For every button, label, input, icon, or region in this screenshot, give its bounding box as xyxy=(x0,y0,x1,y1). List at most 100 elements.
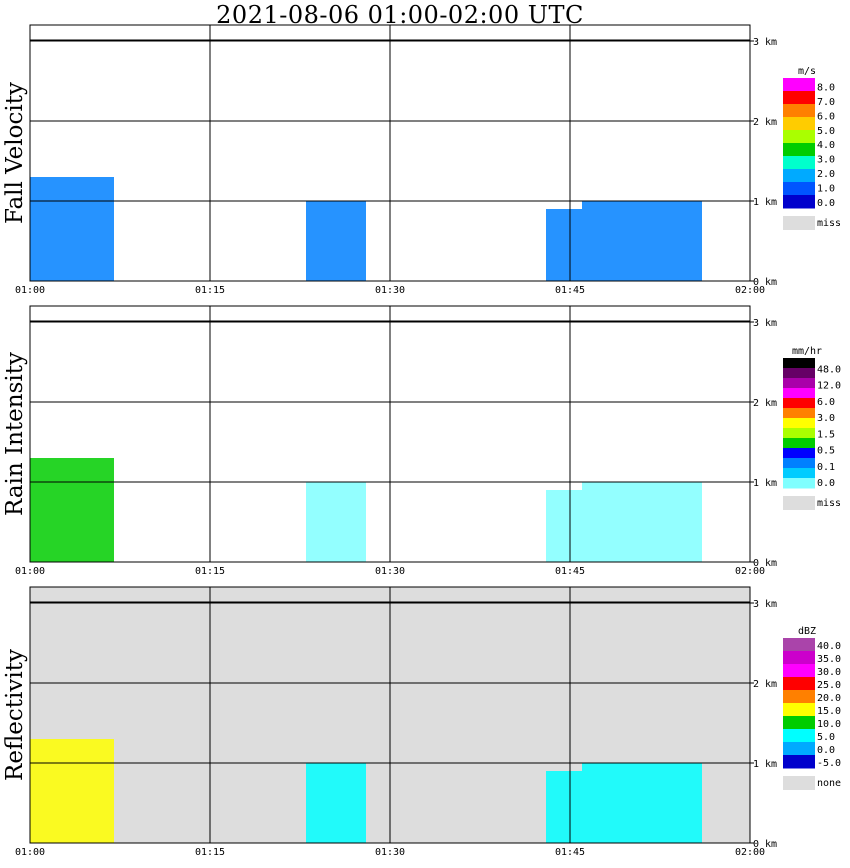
colorbar-label: 12.0 xyxy=(817,381,841,392)
x-tick-label: 01:30 xyxy=(375,847,405,858)
colorbar-label: 3.0 xyxy=(817,155,835,166)
colorbar-swatch xyxy=(783,182,815,196)
colorbar-missing-label: none xyxy=(817,778,841,789)
y-tick-label: 1 km xyxy=(753,478,777,489)
colorbar-swatch xyxy=(783,664,815,678)
colorbar-swatch xyxy=(783,703,815,717)
colorbar-missing-swatch xyxy=(783,776,815,790)
y-axis-label: Fall Velocity xyxy=(2,82,28,224)
colorbar-swatch xyxy=(783,478,815,489)
colorbar-label: 1.0 xyxy=(817,184,835,195)
panel-2: 0 km 1 km 2 km 3 km 01:00 01:15 01:30 01:45 02:0… xyxy=(2,305,841,577)
y-tick-label: 2 km xyxy=(753,398,777,409)
y-tick-label: 0 km xyxy=(753,839,777,850)
colorbar-swatch xyxy=(783,468,815,479)
colorbar-swatch xyxy=(783,729,815,743)
y-tick-label: 3 km xyxy=(753,318,777,329)
colorbar-label: 10.0 xyxy=(817,719,841,730)
plot-frame xyxy=(29,305,751,563)
colorbar-label: 7.0 xyxy=(817,97,835,108)
y-tick-label: 1 km xyxy=(753,759,777,770)
colorbar-swatch xyxy=(783,398,815,409)
echo-region-4 xyxy=(582,482,702,562)
x-tick-label: 01:00 xyxy=(15,285,45,296)
colorbar-missing-label: miss xyxy=(817,218,841,229)
echo-region-2 xyxy=(306,201,366,281)
colorbar-swatch xyxy=(783,388,815,399)
colorbar-swatch xyxy=(783,677,815,691)
colorbar-swatch xyxy=(783,408,815,419)
echo-region-3 xyxy=(546,209,582,281)
colorbar-swatch xyxy=(783,195,815,209)
y-tick-label: 3 km xyxy=(753,37,777,48)
panel-3: 0 km 1 km 2 km 3 km 01:00 01:15 01:30 01:45 02:0… xyxy=(2,586,841,858)
x-tick-label: 01:15 xyxy=(195,566,225,577)
colorbar-swatch xyxy=(783,716,815,730)
x-tick-label: 01:45 xyxy=(555,847,585,858)
echo-region-2 xyxy=(306,482,366,562)
colorbar-swatch xyxy=(783,418,815,429)
colorbar-label: 3.0 xyxy=(817,413,835,424)
x-tick-label: 02:00 xyxy=(735,847,765,858)
colorbar-label: 6.0 xyxy=(817,111,835,122)
y-tick-label: 2 km xyxy=(753,679,777,690)
colorbar-swatch xyxy=(783,368,815,379)
colorbar-missing-swatch xyxy=(783,216,815,230)
echo-region-4 xyxy=(582,763,702,843)
colorbar-label: 5.0 xyxy=(817,732,835,743)
colorbar-label: 35.0 xyxy=(817,654,841,665)
echo-region-4 xyxy=(582,201,702,281)
y-axis-label: Rain Intensity xyxy=(2,352,28,516)
colorbar-label: 0.1 xyxy=(817,462,835,473)
colorbar-swatch xyxy=(783,130,815,144)
colorbar-label: 8.0 xyxy=(817,82,835,93)
y-tick-label: 3 km xyxy=(753,599,777,610)
colorbar-unit: mm/hr xyxy=(792,346,822,357)
colorbar-label: 1.5 xyxy=(817,429,835,440)
colorbar-swatch xyxy=(783,690,815,704)
echo-region-1 xyxy=(30,739,114,843)
echo-region-1 xyxy=(30,458,114,562)
echo-region-3 xyxy=(546,771,582,843)
colorbar-label: 48.0 xyxy=(817,364,841,375)
x-tick-label: 01:45 xyxy=(555,285,585,296)
colorbar-label: 2.0 xyxy=(817,169,835,180)
x-tick-label: 01:15 xyxy=(195,285,225,296)
x-tick-label: 01:30 xyxy=(375,285,405,296)
plot-frame xyxy=(29,24,751,282)
colorbar-label: 20.0 xyxy=(817,693,841,704)
colorbar-label: 0.5 xyxy=(817,446,835,457)
colorbar-swatch xyxy=(783,104,815,118)
plot-frame xyxy=(29,586,751,844)
y-tick-label: 1 km xyxy=(753,197,777,208)
colorbar-swatch xyxy=(783,169,815,183)
colorbar-label: 4.0 xyxy=(817,140,835,151)
colorbar-swatch xyxy=(783,358,815,369)
colorbar-swatch xyxy=(783,156,815,170)
x-tick-label: 01:15 xyxy=(195,847,225,858)
colorbar-swatch xyxy=(783,755,815,769)
colorbar-swatch xyxy=(783,91,815,105)
colorbar-label: 0.0 xyxy=(817,478,835,489)
y-tick-label: 0 km xyxy=(753,558,777,569)
colorbar-swatch xyxy=(783,378,815,389)
colorbar-swatch xyxy=(783,638,815,652)
panel-1: 0 km 1 km 2 km 3 km 01:00 01:15 01:30 01:45 02:0… xyxy=(2,24,841,296)
echo-region-3 xyxy=(546,490,582,562)
colorbar-missing-label: miss xyxy=(817,498,841,509)
x-tick-label: 02:00 xyxy=(735,566,765,577)
echo-region-2 xyxy=(306,763,366,843)
colorbar-swatch xyxy=(783,117,815,131)
y-axis-label: Reflectivity xyxy=(2,649,28,781)
colorbar-swatch xyxy=(783,448,815,459)
y-tick-label: 0 km xyxy=(753,277,777,288)
x-tick-label: 01:00 xyxy=(15,566,45,577)
colorbar-swatch xyxy=(783,458,815,469)
colorbar-label: 6.0 xyxy=(817,397,835,408)
colorbar-swatch xyxy=(783,651,815,665)
y-tick-label: 2 km xyxy=(753,117,777,128)
colorbar-label: 30.0 xyxy=(817,667,841,678)
colorbar-swatch xyxy=(783,78,815,92)
colorbar-label: 0.0 xyxy=(817,745,835,756)
